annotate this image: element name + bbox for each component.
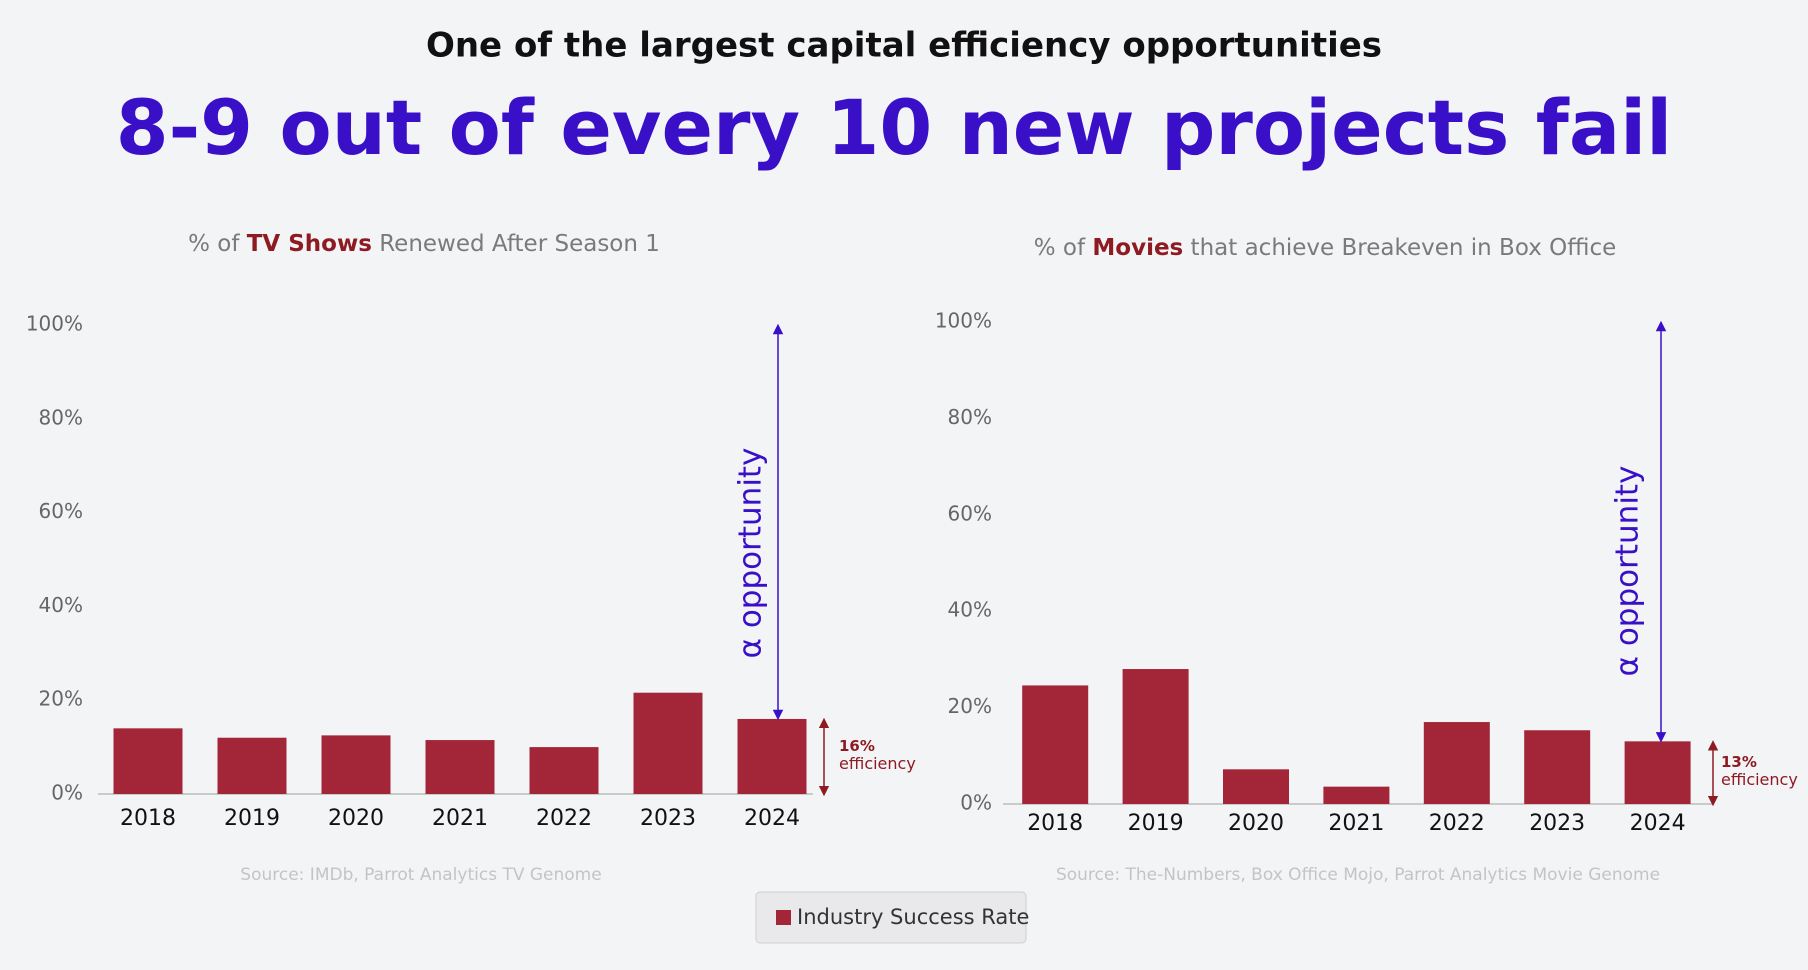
x-tick-label: 2019 xyxy=(1128,811,1184,836)
y-tick-label: 40% xyxy=(39,593,83,617)
x-tick-label: 2024 xyxy=(744,806,800,831)
title-part: Movies xyxy=(1092,235,1183,261)
bar xyxy=(1423,722,1490,804)
bar xyxy=(321,735,391,794)
title-part: that achieve Breakeven in Box Office xyxy=(1183,235,1616,261)
kicker: One of the largest capital efficiency op… xyxy=(426,26,1382,66)
source: Source: IMDb, Parrot Analytics TV Genome xyxy=(240,865,601,885)
x-tick-label: 2018 xyxy=(1027,811,1083,836)
opportunity-label: α opportunity xyxy=(1610,466,1646,677)
title-part: % of xyxy=(1034,235,1093,261)
bar xyxy=(425,740,495,794)
bar xyxy=(1122,669,1189,804)
y-tick-label: 0% xyxy=(960,791,992,815)
opportunity-label: α opportunity xyxy=(733,448,769,659)
legend-swatch xyxy=(776,910,791,925)
x-tick-label: 2020 xyxy=(328,806,384,831)
y-tick-label: 40% xyxy=(948,598,992,622)
bar xyxy=(633,692,703,794)
bar xyxy=(217,737,287,794)
y-tick-label: 100% xyxy=(26,312,83,336)
legend-label: Industry Success Rate xyxy=(797,905,1029,929)
title-part: Renewed After Season 1 xyxy=(372,231,660,257)
efficiency-label: efficiency xyxy=(1721,770,1798,789)
y-tick-label: 0% xyxy=(51,781,83,805)
x-tick-label: 2021 xyxy=(432,806,488,831)
y-tick-label: 80% xyxy=(39,405,83,429)
efficiency-value: 16% xyxy=(839,737,875,755)
x-tick-label: 2024 xyxy=(1630,811,1686,836)
x-tick-label: 2023 xyxy=(640,806,696,831)
legend-box xyxy=(755,891,1027,944)
y-tick-label: 60% xyxy=(39,499,83,523)
y-tick-label: 20% xyxy=(948,694,992,718)
y-tick-label: 80% xyxy=(948,405,992,429)
chart-title: % of Movies that achieve Breakeven in Bo… xyxy=(1034,235,1617,261)
x-tick-label: 2020 xyxy=(1228,811,1284,836)
bar xyxy=(737,718,807,794)
bar xyxy=(1524,730,1591,804)
bar xyxy=(113,728,183,794)
source: Source: The-Numbers, Box Office Mojo, Pa… xyxy=(1056,865,1660,885)
x-tick-label: 2022 xyxy=(1429,811,1485,836)
bar xyxy=(1223,769,1289,804)
title-part: TV Shows xyxy=(247,231,372,257)
x-tick-label: 2018 xyxy=(120,806,176,831)
efficiency-value: 13% xyxy=(1721,753,1757,771)
bar xyxy=(529,747,599,794)
chart-title: % of TV Shows Renewed After Season 1 xyxy=(188,231,660,257)
x-tick-label: 2023 xyxy=(1529,811,1585,836)
x-tick-label: 2019 xyxy=(224,806,280,831)
bar xyxy=(1323,786,1390,804)
efficiency-label: efficiency xyxy=(839,754,916,773)
y-tick-label: 100% xyxy=(935,309,992,333)
title-part: % of xyxy=(188,231,247,257)
y-tick-label: 20% xyxy=(39,687,83,711)
x-tick-label: 2021 xyxy=(1328,811,1384,836)
x-tick-label: 2022 xyxy=(536,806,592,831)
bar xyxy=(1022,685,1089,804)
headline: 8-9 out of every 10 new projects fail xyxy=(116,83,1672,172)
bar xyxy=(1624,741,1691,804)
y-tick-label: 60% xyxy=(948,501,992,525)
